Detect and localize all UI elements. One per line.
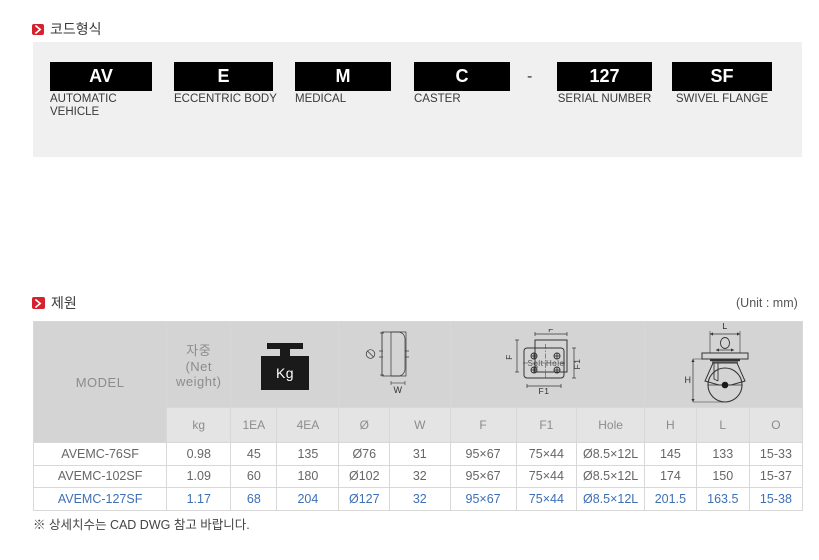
- svg-text:F1: F1: [538, 386, 549, 396]
- svg-text:H: H: [684, 375, 691, 385]
- svg-text:L: L: [722, 323, 728, 331]
- svg-text:W: W: [393, 385, 402, 395]
- svg-text:Kg: Kg: [276, 365, 294, 381]
- svg-text:F: F: [505, 354, 514, 360]
- svg-text:F1: F1: [572, 359, 582, 370]
- svg-text:Solt Hole: Solt Hole: [527, 359, 564, 368]
- svg-text:F: F: [548, 329, 554, 334]
